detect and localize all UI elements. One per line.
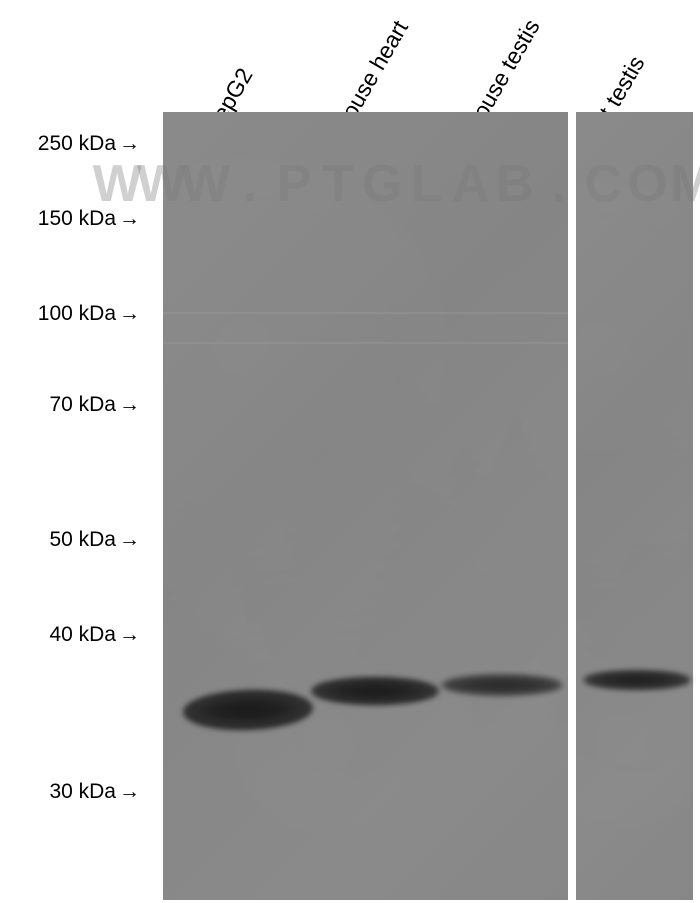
blot-image-area [163,112,693,900]
arrow-icon: → [119,780,140,804]
arrow-icon: → [119,207,140,231]
blot-texture-overlay [576,112,693,900]
band-mouse-heart-core [316,680,434,702]
blot-streak [163,312,568,314]
arrow-icon: → [119,132,140,156]
mw-marker-40: 40 kDa→ [0,623,140,647]
band-mouse-testis-core [446,677,558,693]
blot-panel-main [163,112,568,900]
mw-marker-70: 70 kDa→ [0,393,140,417]
arrow-icon: → [119,528,140,552]
blot-panel-right [576,112,693,900]
mw-marker-100: 100 kDa→ [0,302,140,326]
mw-markers-column: 250 kDa→ 150 kDa→ 100 kDa→ 70 kDa→ 50 kD… [0,0,160,903]
mw-marker-50: 50 kDa→ [0,528,140,552]
blot-figure-container: HepG2 mouse heart mouse testis rat testi… [0,0,700,903]
mw-marker-150: 150 kDa→ [0,207,140,231]
arrow-icon: → [119,623,140,647]
arrow-icon: → [119,302,140,326]
blot-texture-overlay [163,112,568,900]
mw-marker-30: 30 kDa→ [0,780,140,804]
arrow-icon: → [119,393,140,417]
blot-streak [163,342,568,344]
mw-marker-250: 250 kDa→ [0,132,140,156]
band-rat-testis-core [588,673,686,687]
